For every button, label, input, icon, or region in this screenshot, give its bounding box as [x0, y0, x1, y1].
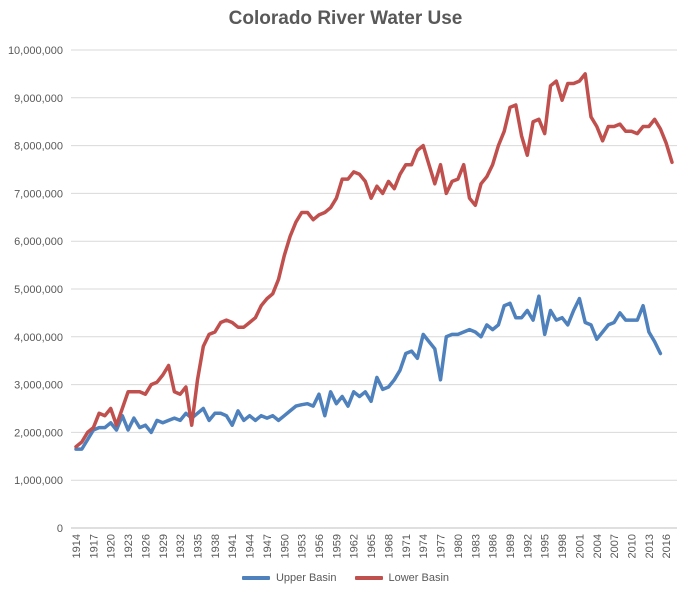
- y-tick-label: 2,000,000: [14, 427, 63, 439]
- x-tick-label: 2016: [661, 534, 673, 558]
- x-tick-label: 1947: [262, 534, 274, 558]
- x-tick-label: 1989: [505, 534, 517, 558]
- x-tick-label: 1914: [71, 534, 83, 558]
- x-tick-label: 1920: [106, 534, 118, 558]
- x-tick-label: 1929: [158, 534, 170, 558]
- x-tick-label: 1926: [140, 534, 152, 558]
- x-tick-label: 1935: [193, 534, 205, 558]
- x-tick-label: 2007: [609, 534, 621, 558]
- y-tick-label: 3,000,000: [14, 380, 63, 392]
- gridlines: [71, 49, 677, 481]
- chart-title: Colorado River Water Use: [228, 8, 463, 29]
- legend-label-upper-basin: Upper Basin: [275, 572, 337, 584]
- y-tick-label: 5,000,000: [14, 284, 63, 296]
- y-tick-label: 0: [57, 523, 63, 535]
- legend-label-lower-basin: Lower Basin: [388, 572, 450, 584]
- x-tick-label: 1956: [314, 534, 326, 558]
- x-tick-label: 1965: [366, 534, 378, 558]
- x-tick-label: 1923: [123, 534, 135, 558]
- x-tick-label: 1941: [227, 534, 239, 558]
- y-tick-label: 1,000,000: [14, 475, 63, 487]
- legend-item-upper-basin: Upper Basin: [241, 572, 337, 584]
- x-tick-label: 1992: [522, 534, 534, 558]
- x-tick-label: 1983: [470, 534, 482, 558]
- y-tick-label: 9,000,000: [14, 93, 63, 105]
- y-tick-label: 4,000,000: [14, 332, 63, 344]
- legend-swatch-upper-basin: [241, 576, 270, 580]
- x-tick-label: 1974: [418, 534, 430, 558]
- x-tick-label: 1917: [88, 534, 100, 558]
- series-lines: [74, 72, 674, 451]
- x-tick-label: 1968: [383, 534, 395, 558]
- x-tick-label: 2013: [644, 534, 656, 558]
- y-tick-label: 10,000,000: [8, 45, 63, 57]
- y-tick-label: 6,000,000: [14, 236, 63, 248]
- legend-item-lower-basin: Lower Basin: [354, 572, 450, 584]
- x-tick-label: 1980: [453, 534, 465, 558]
- x-tick-label: 1998: [557, 534, 569, 558]
- x-tick-label: 1950: [279, 534, 291, 558]
- x-tick-label: 1944: [245, 534, 257, 558]
- x-axis-ticks: 1914 1917 1920 1923 1926 1929 1932 1935 1938 1941…: [71, 534, 673, 558]
- legend: Upper Basin Lower Basin: [0, 572, 691, 584]
- x-tick-label: 1977: [436, 534, 448, 558]
- x-tick-label: 1971: [401, 534, 413, 558]
- series-line-upper-basin: [74, 294, 663, 451]
- legend-swatch-lower-basin: [354, 576, 383, 580]
- x-tick-label: 2010: [626, 534, 638, 558]
- x-tick-label: 1959: [331, 534, 343, 558]
- x-tick-label: 1995: [540, 534, 552, 558]
- y-tick-label: 7,000,000: [14, 188, 63, 200]
- x-tick-label: 2001: [574, 534, 586, 558]
- x-tick-label: 1986: [488, 534, 500, 558]
- x-tick-label: 1932: [175, 534, 187, 558]
- x-tick-label: 2004: [592, 534, 604, 558]
- x-tick-label: 1938: [210, 534, 222, 558]
- y-tick-label: 8,000,000: [14, 141, 63, 153]
- series-line-lower-basin: [74, 72, 674, 449]
- y-axis-ticks: 0 1,000,000 2,000,000 3,000,000 4,000,000 5,0…: [8, 45, 63, 535]
- x-tick-label: 1953: [297, 534, 309, 558]
- x-tick-label: 1962: [349, 534, 361, 558]
